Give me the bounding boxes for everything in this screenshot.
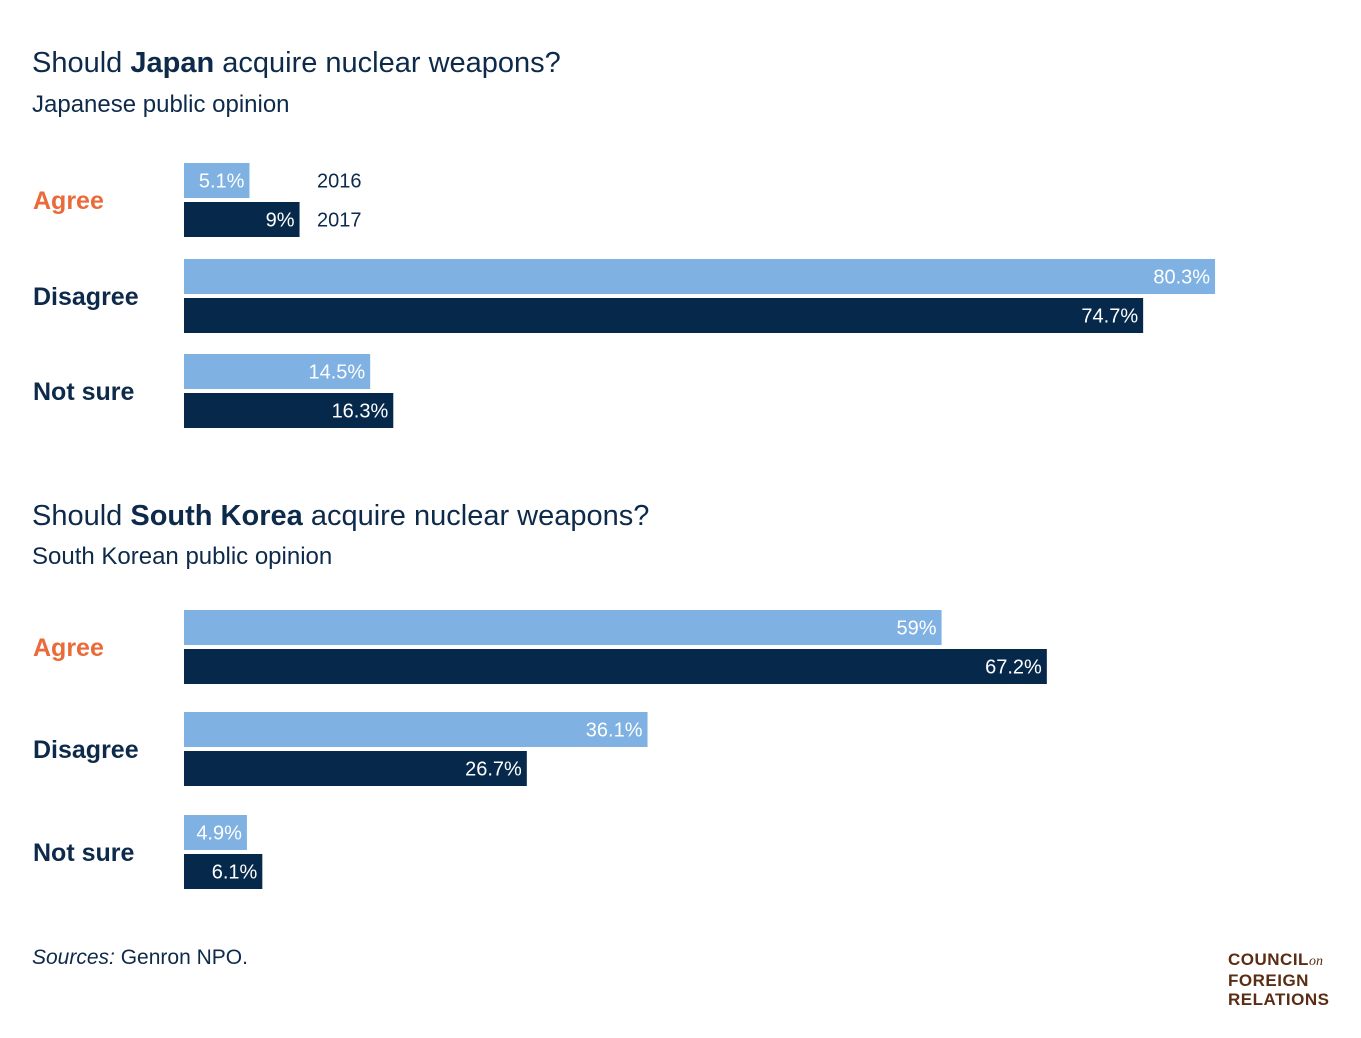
bar-2016 [184,163,250,198]
bar-value-label: 16.3% [332,401,389,423]
bar-2016 [184,610,942,645]
category-label: Not sure [33,378,135,406]
japan-chart-title: Should Japan acquire nuclear weapons? [32,47,561,79]
bar-2016 [184,815,247,850]
bar-2017 [184,649,1047,684]
category-label: Agree [33,634,104,662]
japan-chart-subtitle: Japanese public opinion [32,91,290,118]
category-label: Disagree [33,736,139,764]
bar-value-label: 4.9% [196,823,242,845]
bar-value-label: 14.5% [308,362,365,384]
bar-value-label: 26.7% [465,759,522,781]
bar-value-label: 5.1% [199,171,245,193]
category-label: Not sure [33,839,135,867]
bar-2017 [184,202,300,237]
bar-2016 [184,259,1216,294]
sources-note: Sources: Genron NPO. [32,946,248,969]
bar-2016 [184,354,371,389]
bar-value-label: 6.1% [212,862,258,884]
bar-2017 [184,393,394,428]
bar-value-label: 80.3% [1153,267,1210,289]
korea-chart-title: Should South Korea acquire nuclear weapo… [32,500,650,532]
bar-value-label: 67.2% [985,657,1042,679]
korea-chart-subtitle: South Korean public opinion [32,543,333,570]
bar-value-label: 36.1% [586,720,643,742]
bar-value-label: 9% [266,210,295,232]
bar-2017 [184,854,263,889]
bar-2017 [184,751,527,786]
category-label: Disagree [33,283,139,311]
bar-2016 [184,712,648,747]
bar-2017 [184,298,1144,333]
category-label: Agree [33,187,104,215]
bar-value-label: 74.7% [1081,306,1138,328]
legend-2017: 2017 [317,210,362,232]
bar-value-label: 59% [897,618,937,640]
legend-2016: 2016 [317,171,362,193]
cfr-logo: COUNCILon FOREIGN RELATIONS [1228,950,1330,1009]
